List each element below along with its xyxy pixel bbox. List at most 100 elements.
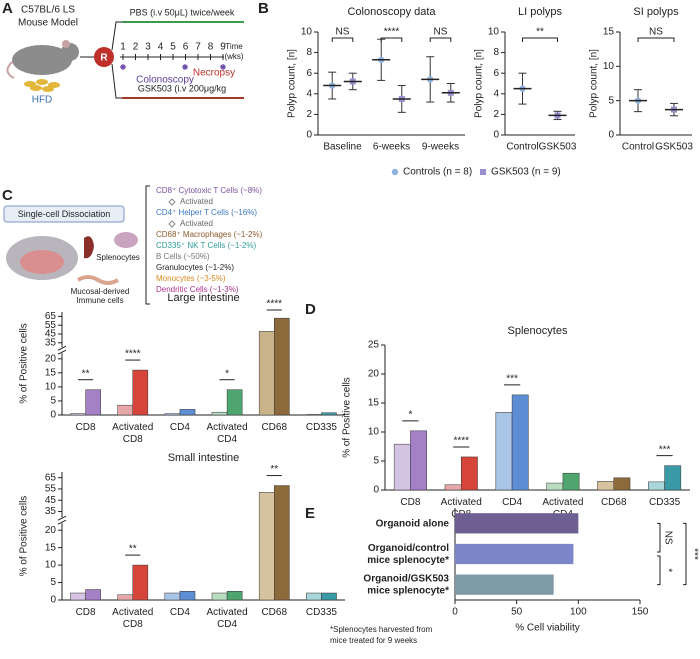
panel-a: C57BL/6 LS Mouse Model HFD R PBS (i.v 50… — [6, 5, 244, 106]
significance-label: ** — [129, 544, 137, 555]
dissociation-box — [3, 205, 125, 223]
time-label: (wks) — [224, 52, 243, 61]
cell-type: CD335⁺ NK T Cells (~1-2%) — [156, 241, 257, 250]
y-tick-label: 55 — [45, 320, 57, 331]
mouse-tail — [6, 61, 15, 79]
x-axis-label: % Cell viability — [515, 623, 579, 634]
cell-subtype: Activated — [180, 197, 213, 206]
bar — [495, 412, 513, 491]
significance-label: ** — [82, 368, 90, 379]
bar — [664, 465, 682, 491]
mucosal-label: Immune cells — [76, 296, 123, 305]
timeline-tick-label: 6 — [183, 42, 189, 53]
bar — [274, 485, 290, 601]
category-label: CD8 — [400, 497, 420, 508]
y-tick-label: 10 — [45, 382, 57, 393]
bar — [258, 331, 275, 416]
bar — [511, 394, 529, 491]
significance-bracket — [429, 37, 452, 42]
arrow — [111, 21, 122, 51]
splenocytes-label: Splenocytes — [96, 253, 140, 262]
model-title: C57BL/6 LS — [21, 5, 75, 16]
bar — [132, 564, 149, 601]
timeline-tick-label: 7 — [195, 42, 201, 53]
panel-letter: D — [305, 301, 316, 318]
bar — [179, 591, 196, 601]
category-label: CD8 — [76, 422, 96, 433]
bar — [132, 369, 149, 416]
y-tick-label: 10 — [488, 27, 500, 38]
bar — [613, 477, 631, 491]
control-arm-label: PBS (i.v 50μL) twice/week — [130, 7, 235, 17]
significance-label: *** — [659, 444, 671, 455]
footnote: mice treated for 9 weeks — [330, 636, 417, 645]
category-label: CD335 — [306, 422, 338, 433]
cell-type: Granulocytes (~1-2%) — [156, 263, 234, 272]
cell-type: Dendritic Cells (~1-3%) — [156, 285, 239, 294]
bar — [393, 443, 411, 491]
colonoscopy-markers — [120, 64, 226, 70]
significance-label: **** — [125, 349, 141, 360]
mean-marker — [391, 168, 399, 176]
significance-bracket — [657, 555, 661, 586]
panel-c: Single-cell Dissociation Splenocytes Muc… — [3, 185, 263, 305]
mucosal-label: Mucosal-derived — [71, 287, 130, 296]
category-label-line: Activated — [112, 422, 153, 433]
y-tick-label: 5 — [608, 95, 614, 106]
significance-label: *** — [506, 374, 518, 385]
chart-title: Splenocytes — [508, 325, 568, 337]
bar — [164, 413, 181, 416]
x-tick-label: 6-weeks — [373, 142, 410, 153]
significance-label: * — [408, 409, 412, 420]
category-label-line: CD8 — [123, 434, 143, 445]
significance-label: **** — [453, 436, 469, 447]
legend-label: GSK503 (n = 9) — [491, 167, 561, 178]
significance-label: * — [662, 568, 673, 572]
timeline-tick-label: 5 — [170, 42, 176, 53]
y-tick-label: 35 — [45, 337, 57, 348]
category-label: CD4 — [502, 497, 522, 508]
timeline-tick-label: 3 — [145, 42, 151, 53]
category-label-line: CD68 — [261, 607, 287, 618]
category-label: Organoid/control mice splenocyte* — [367, 543, 449, 566]
category-label-line: CD4 — [217, 434, 237, 445]
chart-title: LI polyps — [518, 6, 563, 18]
y-tick-label: 45 — [45, 495, 57, 506]
y-tick-label: 55 — [45, 484, 57, 495]
significance-bracket — [522, 37, 558, 42]
cell-type: Monocytes (~3-5%) — [156, 274, 226, 283]
time-label: Time — [225, 42, 243, 51]
bar — [321, 412, 337, 416]
category-label-line: Activated — [542, 497, 583, 508]
y-tick-label: 10 — [603, 61, 615, 72]
bar — [461, 456, 478, 491]
y-tick-label: 5 — [50, 577, 56, 588]
y-tick-label: 20 — [368, 369, 380, 380]
dissociation-label: Single-cell Dissociation — [18, 209, 111, 219]
bar — [211, 411, 228, 416]
category-label-line: CD335 — [306, 607, 338, 618]
y-tick-label: 2 — [306, 109, 312, 120]
y-axis-label: Polyp count, [n] — [474, 49, 485, 118]
chart-title: Colonoscopy data — [347, 6, 436, 18]
arrow — [111, 63, 122, 99]
x-tick-label: 0 — [452, 607, 458, 618]
bar — [179, 409, 196, 416]
y-tick-label: 65 — [45, 311, 57, 322]
cell-type: B Cells (~50%) — [156, 252, 210, 261]
timeline-tick-label: 1 — [120, 42, 126, 53]
bar — [274, 317, 290, 416]
bar — [306, 414, 322, 416]
y-axis-label: % of Positive cells — [342, 377, 353, 458]
bar — [211, 592, 228, 601]
y-tick-label: 0 — [493, 130, 499, 141]
x-tick-label: Control — [506, 142, 538, 153]
category-label-line: Activated — [112, 607, 153, 618]
y-tick-label: 4 — [493, 88, 499, 99]
category-label-line: Activated — [441, 497, 482, 508]
bar — [117, 404, 134, 416]
colonoscopy-label: Colonoscopy — [136, 75, 194, 86]
cell-type-list: CD8⁺ Cytotoxic T Cells (~8%) Activated CD4… — [156, 186, 263, 294]
